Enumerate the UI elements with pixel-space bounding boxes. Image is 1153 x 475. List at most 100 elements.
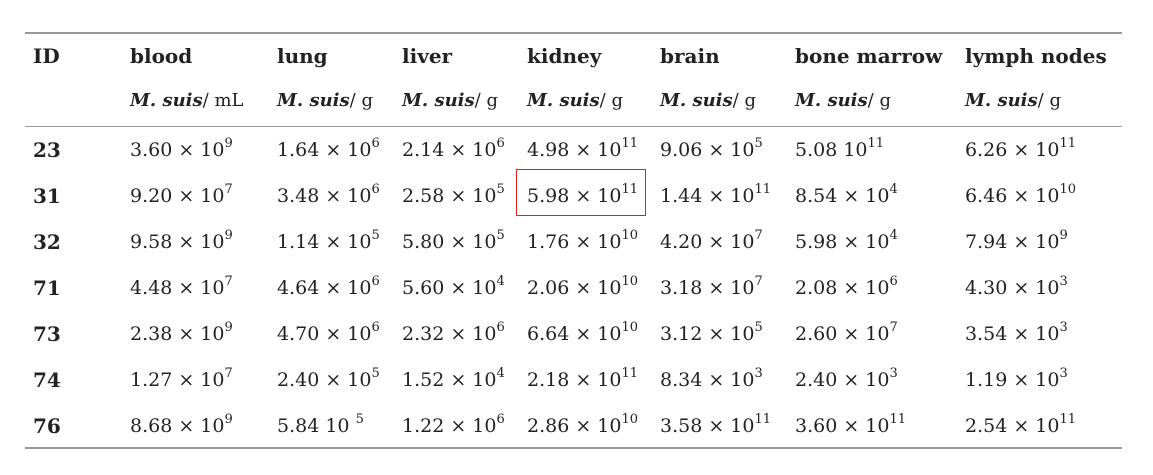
exponent: 6 [889, 273, 898, 289]
table-cell: 6.26 × 1011 [965, 137, 1076, 162]
table-cell: 3.54 × 103 [965, 321, 1068, 346]
exponent: 7 [754, 227, 763, 243]
column-header: lymph nodes [965, 44, 1107, 68]
mantissa: 6.64 × 10 [527, 323, 622, 345]
unit-label: / g [867, 90, 891, 111]
mantissa: 2.38 × 10 [130, 323, 225, 345]
mantissa: 1.64 × 10 [277, 139, 372, 161]
column-unit: M. suis/ g [277, 89, 373, 113]
table-cell: 9.58 × 109 [130, 229, 233, 254]
table-cell: 4.48 × 107 [130, 273, 233, 300]
table-cell: 4.20 × 107 [660, 227, 763, 254]
mantissa: 2.18 × 10 [527, 369, 622, 391]
exponent: 9 [1059, 227, 1068, 243]
table-cell: 5.08 1011 [795, 135, 885, 162]
table-cell: 2.38 × 109 [130, 321, 233, 346]
mantissa: 8.34 × 10 [660, 369, 755, 391]
column-unit: M. suis/ g [795, 89, 891, 113]
table-cell: 3.60 × 1011 [795, 413, 906, 438]
mantissa: 5.98 × 10 [795, 231, 890, 253]
mantissa: 8.68 × 10 [130, 415, 225, 437]
table-cell: 9.06 × 105 [660, 135, 763, 162]
column-header: ID [33, 44, 60, 68]
table-cell: 2.40 × 105 [277, 367, 380, 392]
table-cell: 1.14 × 105 [277, 229, 380, 254]
table-cell: 5.98 × 1011 [527, 181, 639, 208]
mantissa: 3.12 × 10 [660, 323, 755, 345]
table-cell: 7.94 × 109 [965, 227, 1068, 254]
mantissa: 4.98 × 10 [527, 139, 622, 161]
mantissa: 9.06 × 10 [660, 139, 755, 161]
table-cell: 1.52 × 104 [402, 367, 505, 392]
mantissa: 2.06 × 10 [527, 277, 622, 299]
table-cell: 3.60 × 109 [130, 137, 233, 162]
exponent: 11 [867, 135, 885, 151]
mantissa: 9.58 × 10 [130, 231, 225, 253]
table-cell: 3.58 × 1011 [660, 413, 771, 438]
exponent: 3 [1059, 273, 1068, 289]
column-unit: M. suis/ g [527, 89, 623, 113]
unit-organism: M. suis [660, 90, 733, 111]
table-cell: 3.12 × 105 [660, 321, 763, 346]
exponent: 11 [621, 135, 639, 151]
exponent: 4 [496, 273, 505, 289]
unit-label: / g [1037, 90, 1061, 111]
table-cell: 4.70 × 106 [277, 319, 380, 346]
exponent: 4 [889, 181, 898, 197]
exponent: 7 [889, 319, 898, 335]
exponent: 9 [224, 411, 233, 427]
mantissa: 1.19 × 10 [965, 369, 1060, 391]
mantissa: 3.58 × 10 [660, 415, 755, 437]
row-id: 31 [33, 184, 61, 208]
mantissa: 1.52 × 10 [402, 369, 497, 391]
column-unit: M. suis/ g [965, 89, 1061, 113]
exponent: 10 [621, 227, 639, 243]
exponent: 3 [754, 365, 763, 381]
exponent: 10 [621, 411, 639, 427]
table-cell: 4.98 × 1011 [527, 135, 639, 162]
exponent: 10 [1059, 181, 1077, 197]
mantissa: 2.08 × 10 [795, 277, 890, 299]
exponent: 11 [621, 181, 639, 197]
exponent: 6 [371, 135, 380, 151]
exponent: 6 [371, 319, 380, 335]
mantissa: 5.80 × 10 [402, 231, 497, 253]
unit-organism: M. suis [965, 90, 1038, 111]
mantissa: 3.54 × 10 [965, 323, 1060, 345]
exponent: 6 [496, 411, 505, 427]
exponent: 4 [889, 227, 898, 243]
exponent: 10 [621, 273, 639, 289]
table-cell: 5.84 10 5 [277, 411, 364, 438]
highlight-box [516, 169, 646, 216]
table-cell: 4.64 × 106 [277, 275, 380, 300]
bottom-rule [25, 447, 1122, 449]
exponent: 5 [355, 411, 364, 427]
exponent: 5 [496, 181, 505, 197]
table-cell: 3.48 × 106 [277, 183, 380, 208]
column-unit: M. suis/ g [402, 89, 498, 113]
row-id: 74 [33, 368, 61, 392]
unit-label: / g [732, 90, 756, 111]
row-id: 23 [33, 138, 61, 162]
table-cell: 2.18 × 1011 [527, 367, 638, 392]
mantissa: 6.46 × 10 [965, 185, 1060, 207]
mantissa: 4.64 × 10 [277, 277, 372, 299]
exponent: 7 [224, 181, 233, 197]
unit-label: / g [599, 90, 623, 111]
exponent: 6 [496, 135, 505, 151]
mantissa: 3.48 × 10 [277, 185, 372, 207]
exponent: 7 [224, 273, 233, 289]
table-cell: 5.98 × 104 [795, 227, 898, 254]
exponent: 10 [621, 319, 639, 335]
table-cell: 1.19 × 103 [965, 367, 1068, 392]
mantissa: 1.14 × 10 [277, 231, 372, 253]
table-cell: 1.27 × 107 [130, 367, 233, 392]
mantissa: 2.58 × 10 [402, 185, 497, 207]
table-cell: 5.80 × 105 [402, 229, 505, 254]
mantissa: 4.30 × 10 [965, 277, 1060, 299]
row-id: 71 [33, 276, 61, 300]
unit-organism: M. suis [527, 90, 600, 111]
row-id: 73 [33, 322, 61, 346]
table-cell: 8.54 × 104 [795, 181, 898, 208]
exponent: 5 [754, 135, 763, 151]
